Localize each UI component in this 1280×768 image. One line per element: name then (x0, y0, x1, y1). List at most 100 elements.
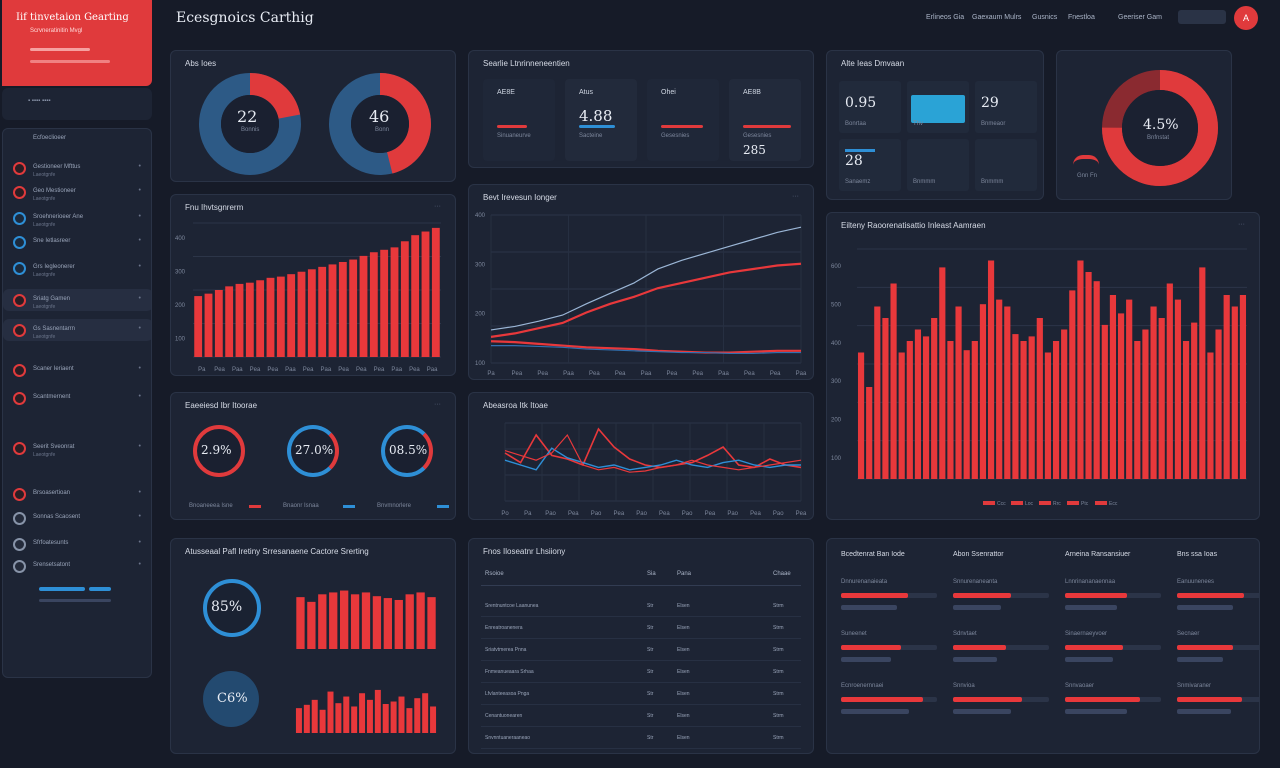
nav-item[interactable]: Geeriser Gam (1118, 14, 1162, 21)
sidebar-item-sub: Laeotgnfe (33, 334, 56, 340)
sidebar-item[interactable]: Sriatg Gamen Laeotgnfe • (3, 289, 151, 311)
sidebar-item[interactable]: Scantmernent • (3, 387, 151, 409)
sidebar-item[interactable]: Grs Iegleonerer Laeotgnfe • (3, 257, 151, 279)
sidebar-item-label: Gestioneer Mfttus (33, 164, 81, 170)
sidebar-item[interactable]: Brsoasertioan • (3, 483, 151, 505)
chevron-right-icon: • (138, 539, 141, 546)
bar (416, 592, 425, 649)
table-divider (481, 585, 801, 586)
bar (1215, 329, 1222, 479)
table-header[interactable]: Rsoioe (485, 571, 504, 577)
table-row[interactable]: Enreatroanenera Str Elsen Strm (481, 621, 801, 639)
metric-cell[interactable]: Thv (907, 81, 969, 133)
bar (1028, 336, 1035, 479)
kpi-panel-title: Searlie Ltnrinneneentien (483, 59, 570, 68)
gauge-panel-title: Eaeeiesd Ibr Itoorae (185, 401, 258, 410)
sidebar-item[interactable]: Gestioneer Mfttus Laeotgnfe • (3, 157, 151, 179)
nav-search-box[interactable] (1178, 10, 1226, 24)
sidebar-item-label: Seerit Sveonrat (33, 444, 75, 450)
more-icon[interactable]: ··· (434, 203, 441, 210)
table-row[interactable]: Lfvlanteeasoa Pnga Str Elsen Strm (481, 687, 801, 705)
metric-cell[interactable]: 28 Sanaemz (839, 139, 901, 191)
metric-bar-fill (1065, 605, 1117, 610)
sidebar-item[interactable]: Sroehnerioeer Ane Laeotgnfe • (3, 207, 151, 229)
metric-cell-sub: Bonrtaa (845, 121, 867, 127)
metric-bar-fill (1065, 593, 1128, 598)
table-cell: Snvnntuaneraaneao (485, 735, 531, 741)
more-icon[interactable]: ··· (434, 401, 441, 408)
table-row[interactable]: Srentnuntcoe Laanunea Str Elsen Strm (481, 599, 801, 617)
kpi-extra: 285 (743, 143, 766, 157)
metric-bar-fill (841, 697, 923, 702)
x-tick-label: Pao (545, 511, 556, 517)
sidebar-item[interactable]: Sne Ietlasreer • (3, 231, 151, 253)
legend-swatch (1039, 501, 1051, 505)
metric-bar-fill (1065, 697, 1140, 702)
x-tick-label: Paa (391, 367, 402, 373)
sidebar-item-label: Sfrfoatesunts (33, 540, 69, 546)
gauge-marker (343, 505, 355, 508)
chevron-right-icon: • (138, 561, 141, 568)
sidebar-item[interactable]: Sonnas Scaosent • (3, 507, 151, 529)
table-row[interactable]: Cenantuonearen Str Elsen Strm (481, 709, 801, 727)
kpi-card[interactable]: AE8B Gesesnies 285 (729, 79, 801, 161)
y-tick-label: 400 (831, 341, 842, 347)
bar (245, 282, 254, 357)
bar-chart-panel: Fnu Ihvtsgnrerm ··· 400 300 200 100 Pa Pea Paa… (170, 194, 456, 376)
table-row[interactable]: Snvnntuaneraaneao Str Elsen Strm (481, 731, 801, 749)
table-panel: Fnos Iloseatnr Lhsiiony Rsoioe Sia Pana Cha… (468, 538, 814, 754)
bar (319, 709, 326, 733)
bar (1158, 318, 1165, 479)
nav-item[interactable]: Fnestloa (1068, 14, 1095, 21)
kpi-card[interactable]: Atus 4.88 Sacteine (565, 79, 637, 161)
sidebar-item-sub: Laeotgnfe (33, 222, 56, 228)
big-donut-caption: Gnn Fn (1077, 173, 1098, 179)
kpi-card[interactable]: Ohei Gesesnies (647, 79, 719, 161)
sidebar-item[interactable]: Geo Mestioneer Laeotgnfe • (3, 181, 151, 203)
nav-item[interactable]: Gusnics (1032, 14, 1058, 21)
sidebar-item-icon (13, 236, 26, 249)
metric-cell[interactable]: 29 Bnmeaor (975, 81, 1037, 133)
table-header[interactable]: Chaae (773, 571, 791, 577)
table-cell: Lfvlanteeasoa Pnga (485, 691, 530, 697)
y-tick-label: 200 (475, 312, 486, 318)
nav-item[interactable]: Erlineos Gia (926, 14, 965, 21)
more-icon[interactable]: ··· (792, 193, 799, 200)
metric-row-label: Snnvaoaer (1065, 683, 1095, 689)
table-cell: Strm (773, 713, 784, 719)
sidebar-item[interactable]: Srensetsatont • (3, 555, 151, 577)
metric-bar-fill (953, 645, 1006, 650)
metric-cell[interactable]: Bnmmm (907, 139, 969, 191)
table-row[interactable]: Fnmeanueaara Srhaa Str Elsen Strm (481, 665, 801, 683)
bar (1142, 329, 1149, 479)
tall-bar-chart: 600 500 400 300 200 100 Ccc Loc Rrc Ptc Ecc (831, 248, 1247, 507)
table-cell: Enreatroanenera (485, 625, 523, 631)
legend-label: Ecc (1109, 501, 1118, 507)
sidebar-item[interactable]: Seerit Sveonrat Laeotgnfe • (3, 437, 151, 459)
sidebar-item[interactable]: Sfrfoatesunts • (3, 533, 151, 555)
avatar[interactable]: A (1234, 6, 1258, 30)
big-donut-sub: Bnfnstat (1147, 135, 1170, 141)
bar (390, 701, 397, 733)
kpi-card[interactable]: AE8E Sinuaneurve (483, 79, 555, 161)
bar (1174, 299, 1182, 479)
metric-cell[interactable]: 0.95 Bonrtaa (839, 81, 901, 133)
table-header[interactable]: Sia (647, 571, 656, 577)
bar (349, 259, 358, 357)
sidebar-item[interactable]: Scaner Ieriaent • (3, 359, 151, 381)
nav-item[interactable]: Gaexaum Mulrs (972, 14, 1022, 21)
table-row[interactable]: Sriatvtmerea Pnna Str Elsen Strm (481, 643, 801, 661)
brand-block[interactable]: Iif tinvetaion Gearting Scrvneratinitin … (2, 0, 152, 86)
metric-cell-value: 0.95 (845, 95, 877, 111)
kpi-sub: Sacteine (579, 133, 603, 139)
big-donut (1102, 70, 1218, 186)
sidebar-item[interactable]: Gs Sasnentarrn Laeotgnfe • (3, 319, 151, 341)
table-header[interactable]: Pana (677, 571, 692, 577)
table-cell: Strm (773, 603, 784, 609)
metric-cell[interactable]: Bnmmm (975, 139, 1037, 191)
metric-row-label: Snnvioa (953, 683, 975, 689)
x-tick-label: Pea (692, 371, 703, 377)
chevron-right-icon: • (138, 237, 141, 244)
gauge-value: 08.5% (389, 443, 428, 457)
more-icon[interactable]: ··· (1238, 221, 1245, 228)
